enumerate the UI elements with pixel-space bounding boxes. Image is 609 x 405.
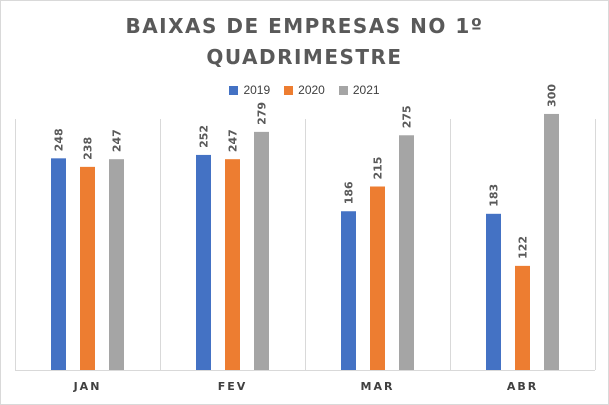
bar-2019-abr <box>486 213 501 370</box>
chart-title: BAIXAS DE EMPRESAS NO 1º QUADRIMESTRE <box>1 11 608 73</box>
data-label-2020-fev: 247 <box>227 129 240 152</box>
legend-swatch-2019 <box>229 85 239 95</box>
bar-2021-jan <box>109 159 124 370</box>
x-tick-label-abr: ABR <box>507 380 538 393</box>
bar-2019-fev <box>196 154 211 370</box>
bar-2020-mar <box>370 186 385 370</box>
data-label-2019-mar: 186 <box>343 181 356 204</box>
chart-title-line-2: QUADRIMESTRE <box>206 45 403 69</box>
chart-title-line-1: BAIXAS DE EMPRESAS NO 1º <box>125 14 484 38</box>
legend-item-2020: 2020 <box>284 83 325 97</box>
x-tick-label-jan: JAN <box>73 380 102 393</box>
bar-2019-jan <box>51 158 66 370</box>
data-label-2020-jan: 238 <box>82 137 95 160</box>
data-label-2020-abr: 122 <box>517 236 530 259</box>
bar-2020-fev <box>225 159 240 370</box>
data-label-2019-fev: 252 <box>198 125 211 148</box>
legend-label-2021: 2021 <box>352 83 380 97</box>
x-tick-label-mar: MAR <box>361 380 395 393</box>
data-label-2021-fev: 279 <box>256 102 269 125</box>
legend-item-2019: 2019 <box>229 83 270 97</box>
x-tick-label-fev: FEV <box>218 380 248 393</box>
legend-swatch-2021 <box>338 85 348 95</box>
data-label-2019-abr: 183 <box>488 184 501 207</box>
data-label-2021-jan: 247 <box>111 129 124 152</box>
data-label-2021-abr: 300 <box>546 84 559 107</box>
legend-item-2021: 2021 <box>338 83 380 97</box>
data-label-2021-mar: 275 <box>401 105 414 128</box>
legend-label-2020: 2020 <box>298 83 325 97</box>
bar-2019-mar <box>341 211 356 370</box>
bar-2021-abr <box>544 113 559 370</box>
legend-label-2019: 2019 <box>243 83 271 97</box>
legend-swatch-2020 <box>284 85 294 95</box>
data-label-2019-jan: 248 <box>53 128 66 151</box>
bar-2020-abr <box>515 265 530 370</box>
chart-legend: 2019 2020 2021 <box>1 83 608 97</box>
bar-2021-mar <box>399 135 414 370</box>
bar-2021-fev <box>254 131 269 370</box>
data-label-2020-mar: 215 <box>372 157 385 180</box>
bar-2020-jan <box>80 166 95 370</box>
